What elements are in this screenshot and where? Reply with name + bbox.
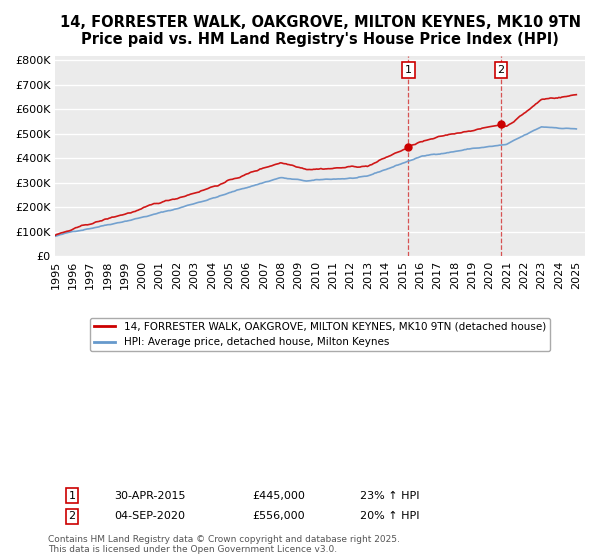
Text: 04-SEP-2020: 04-SEP-2020 bbox=[114, 511, 185, 521]
Text: 1: 1 bbox=[405, 65, 412, 75]
Text: £556,000: £556,000 bbox=[252, 511, 305, 521]
Text: 1: 1 bbox=[68, 491, 76, 501]
Text: £445,000: £445,000 bbox=[252, 491, 305, 501]
Text: 2: 2 bbox=[497, 65, 505, 75]
Legend: 14, FORRESTER WALK, OAKGROVE, MILTON KEYNES, MK10 9TN (detached house), HPI: Ave: 14, FORRESTER WALK, OAKGROVE, MILTON KEY… bbox=[91, 318, 550, 351]
Text: 30-APR-2015: 30-APR-2015 bbox=[114, 491, 185, 501]
Text: 2: 2 bbox=[68, 511, 76, 521]
Text: Contains HM Land Registry data © Crown copyright and database right 2025.
This d: Contains HM Land Registry data © Crown c… bbox=[48, 535, 400, 554]
Title: 14, FORRESTER WALK, OAKGROVE, MILTON KEYNES, MK10 9TN
Price paid vs. HM Land Reg: 14, FORRESTER WALK, OAKGROVE, MILTON KEY… bbox=[59, 15, 581, 48]
Text: 20% ↑ HPI: 20% ↑ HPI bbox=[360, 511, 419, 521]
Text: 23% ↑ HPI: 23% ↑ HPI bbox=[360, 491, 419, 501]
